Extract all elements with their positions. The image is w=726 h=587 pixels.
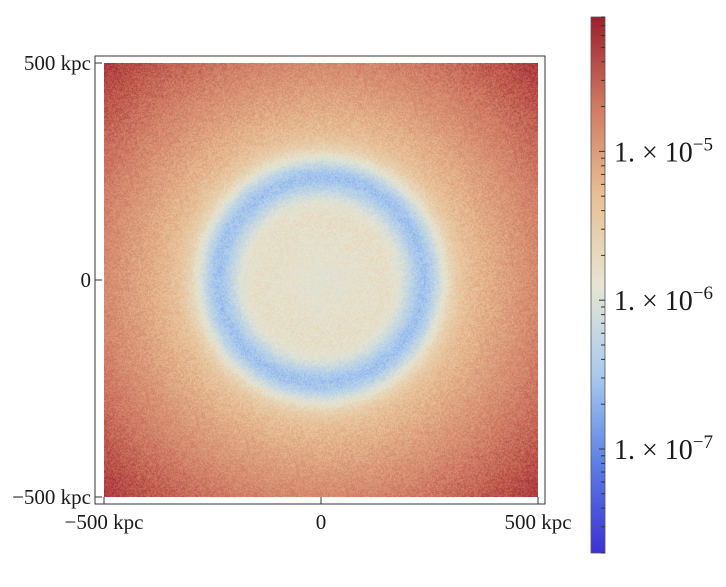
colorbar-tick-mantissa: 1. × 10 (614, 286, 693, 317)
axis-labels: −500 kpc 0 500 kpc 500 kpc 0 −500 kpc (12, 51, 571, 534)
y-tick-label: −500 kpc (12, 485, 91, 509)
colorbar-tick-exponent: −6 (693, 283, 713, 304)
colorbar-labels: 1. × 10−71. × 10−61. × 10−5 (614, 134, 713, 466)
colorbar-tick-label: 1. × 10−5 (614, 134, 713, 168)
x-tick-label: −500 kpc (65, 510, 144, 534)
y-tick-label: 0 (81, 268, 92, 292)
x-tick-label: 500 kpc (504, 510, 571, 534)
colorbar-tick-label: 1. × 10−6 (614, 283, 713, 317)
colorbar-tick-exponent: −5 (693, 134, 713, 155)
colorbar-tick-label: 1. × 10−7 (614, 432, 713, 466)
x-tick-label: 0 (316, 510, 327, 534)
colorbar-tick-mantissa: 1. × 10 (614, 137, 693, 168)
colorbar-tick-mantissa: 1. × 10 (614, 435, 693, 466)
colorbar-ticks (599, 16, 605, 554)
heatmap-area (104, 63, 538, 497)
colorbar-tick-exponent: −7 (693, 432, 713, 453)
y-tick-label: 500 kpc (24, 51, 91, 75)
axis-ticks (95, 62, 539, 504)
colorbar (590, 16, 606, 554)
